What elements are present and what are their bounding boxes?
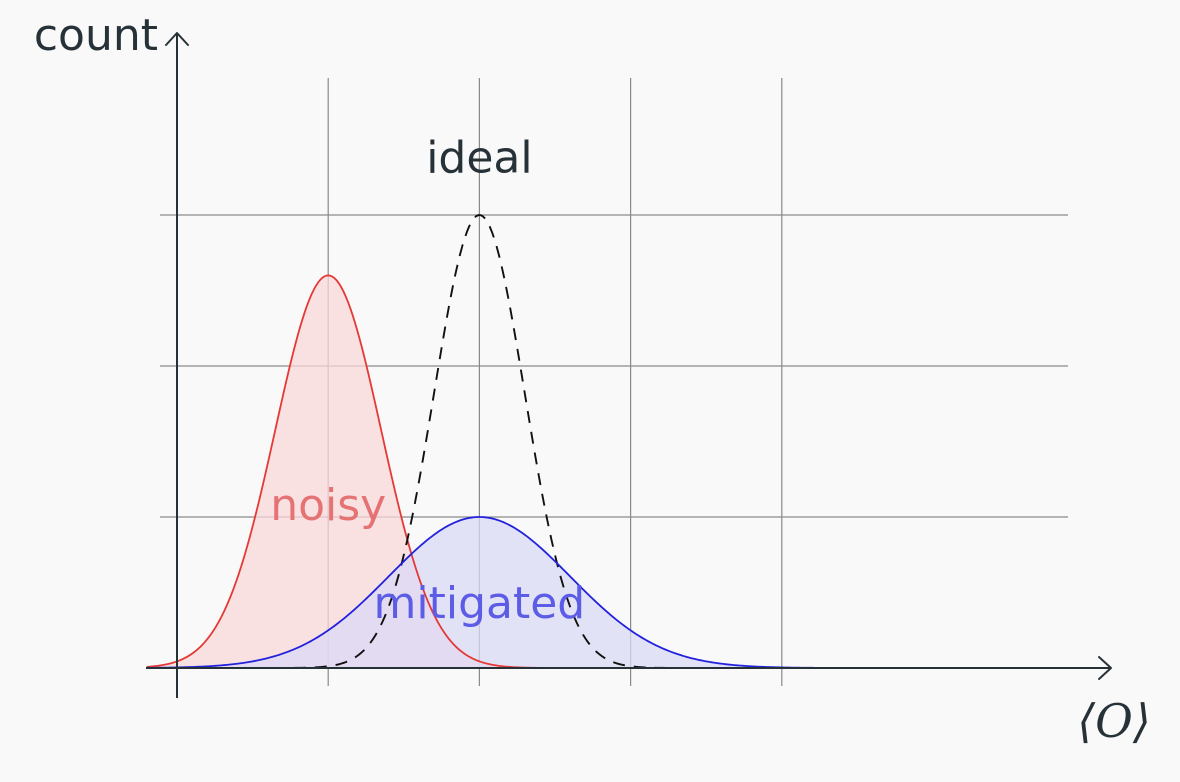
noisy-area: [146, 275, 1062, 668]
series-labels: noisy ideal mitigated: [270, 133, 585, 629]
mitigated-area: [146, 517, 1062, 668]
series-areas: [146, 275, 1062, 668]
series-label-mitigated: mitigated: [374, 578, 586, 629]
x-axis-label: ⟨O⟩: [1077, 694, 1151, 748]
y-axis-arrow: [165, 32, 189, 46]
axes: [146, 32, 1112, 698]
series-label-ideal: ideal: [426, 133, 532, 184]
y-axis-label: count: [34, 10, 158, 61]
series-label-noisy: noisy: [270, 480, 386, 531]
x-axis-arrow: [1098, 656, 1112, 680]
